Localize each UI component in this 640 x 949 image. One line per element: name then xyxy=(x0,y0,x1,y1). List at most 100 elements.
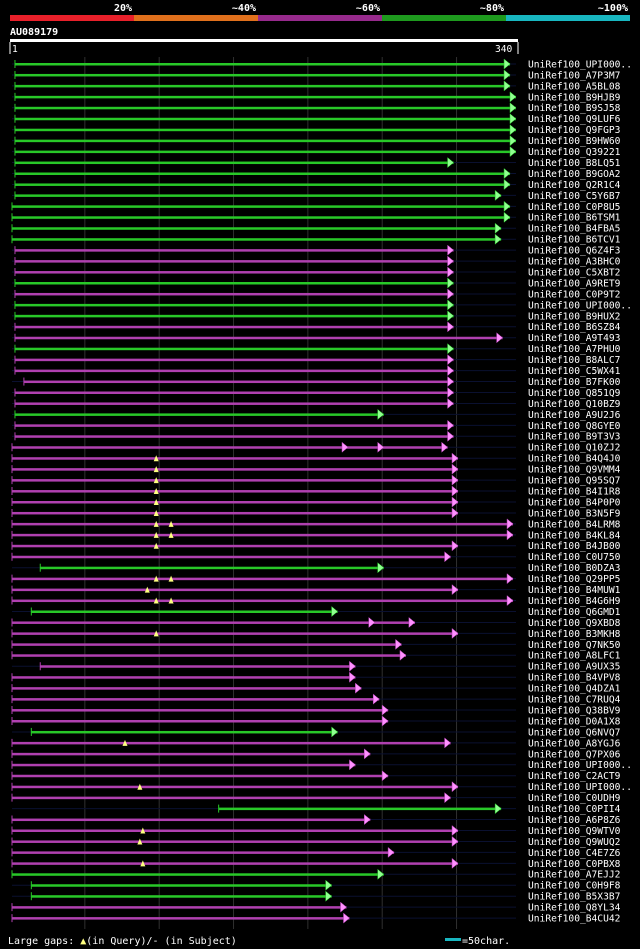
hit-label[interactable]: UniRef100_B6TCV1 xyxy=(528,235,621,246)
hit-bar[interactable] xyxy=(12,643,402,646)
hit-bar[interactable] xyxy=(14,271,454,274)
hit-row[interactable]: UniRef100_Q95SQ7 xyxy=(11,474,621,487)
hit-row[interactable]: UniRef100_D0A1X8 xyxy=(11,715,621,727)
hit-row[interactable]: UniRef100_C0P8U5 xyxy=(11,200,620,213)
hit-bar[interactable] xyxy=(12,741,451,745)
hit-row[interactable]: UniRef100_UPI000.. xyxy=(12,58,632,70)
hit-row[interactable]: UniRef100_C4E7Z6 xyxy=(11,846,621,859)
hit-label[interactable]: UniRef100_A9RET9 xyxy=(528,278,621,289)
hit-bar[interactable] xyxy=(14,303,454,307)
hit-row[interactable]: UniRef100_C5WX41 xyxy=(12,365,621,377)
hit-bar[interactable] xyxy=(14,260,454,263)
hit-bar[interactable] xyxy=(14,73,511,77)
hit-row[interactable]: UniRef100_Q9VMM4 xyxy=(11,463,621,476)
hit-row[interactable]: UniRef100_B4CU42 xyxy=(11,912,620,925)
hit-bar[interactable] xyxy=(12,216,511,219)
hit-bar[interactable] xyxy=(12,796,451,800)
hit-bar[interactable] xyxy=(14,194,502,197)
hit-bar[interactable] xyxy=(12,720,389,723)
hit-label[interactable]: UniRef100_C0PBX8 xyxy=(528,859,621,870)
hit-row[interactable]: UniRef100_UPI000.. xyxy=(11,759,632,771)
hit-bar[interactable] xyxy=(12,205,511,208)
hit-label[interactable]: UniRef100_A8LFC1 xyxy=(528,651,621,662)
hit-bar[interactable] xyxy=(12,468,459,471)
hit-label[interactable]: UniRef100_B4KL84 xyxy=(528,530,621,541)
hit-row[interactable]: UniRef100_B9HW60 xyxy=(12,135,621,147)
hit-bar[interactable] xyxy=(31,730,338,734)
hit-row[interactable]: UniRef100_A8LFC1 xyxy=(11,649,621,662)
hit-label[interactable]: UniRef100_Q8YL34 xyxy=(528,903,621,914)
hit-row[interactable]: UniRef100_B8LQ51 xyxy=(12,157,621,169)
hit-bar[interactable] xyxy=(31,895,332,898)
hit-label[interactable]: UniRef100_A7P3M7 xyxy=(528,70,621,81)
hit-row[interactable]: UniRef100_Q9FGP3 xyxy=(12,124,621,136)
hit-row[interactable]: UniRef100_A9T493 xyxy=(12,332,621,344)
hit-row[interactable]: UniRef100_B3MKH8 xyxy=(11,627,621,640)
hit-bar[interactable] xyxy=(12,709,389,712)
hit-row[interactable]: UniRef100_A9U2J6 xyxy=(12,408,621,421)
hit-label[interactable]: UniRef100_B4LRM8 xyxy=(528,519,621,530)
hit-label[interactable]: UniRef100_B8ALC7 xyxy=(528,355,621,366)
hit-bar[interactable] xyxy=(12,446,448,449)
hit-label[interactable]: UniRef100_B9GOA2 xyxy=(528,169,620,180)
hit-bar[interactable] xyxy=(12,752,371,756)
hit-label[interactable]: UniRef100_Q38BV9 xyxy=(528,705,621,716)
hit-row[interactable]: UniRef100_Q7NK50 xyxy=(11,638,621,651)
hit-label[interactable]: UniRef100_A3BHC0 xyxy=(528,257,621,268)
hit-bar[interactable] xyxy=(12,544,459,548)
hit-bar[interactable] xyxy=(12,621,415,624)
hit-bar[interactable] xyxy=(12,227,502,230)
hit-row[interactable]: UniRef100_B9SJ58 xyxy=(12,102,621,114)
hit-bar[interactable] xyxy=(12,851,395,854)
hit-label[interactable]: UniRef100_Q9VMM4 xyxy=(528,465,621,476)
hit-label[interactable]: UniRef100_B9HW60 xyxy=(528,136,621,147)
hit-bar[interactable] xyxy=(12,479,459,482)
hit-row[interactable]: UniRef100_A8YGJ6 xyxy=(11,737,621,749)
hit-row[interactable]: UniRef100_A9RET9 xyxy=(12,277,621,289)
hit-label[interactable]: UniRef100_B6SZ84 xyxy=(528,322,621,333)
hit-label[interactable]: UniRef100_B4G6H9 xyxy=(528,596,621,607)
hit-label[interactable]: UniRef100_A7EJJ2 xyxy=(528,870,620,881)
hit-row[interactable]: UniRef100_Q8YL34 xyxy=(11,901,621,914)
hit-bar[interactable] xyxy=(12,577,514,581)
hit-label[interactable]: UniRef100_C4E7Z6 xyxy=(528,848,621,859)
hit-label[interactable]: UniRef100_Q6GMD1 xyxy=(528,607,621,618)
hit-row[interactable]: UniRef100_B6SZ84 xyxy=(12,321,621,333)
hit-bar[interactable] xyxy=(14,95,517,99)
hit-bar[interactable] xyxy=(14,63,511,66)
hit-label[interactable]: UniRef100_B4CU42 xyxy=(528,914,620,925)
hit-bar[interactable] xyxy=(14,84,511,88)
hit-bar[interactable] xyxy=(14,325,454,329)
hit-label[interactable]: UniRef100_B4FBA5 xyxy=(528,224,620,235)
hit-bar[interactable] xyxy=(12,599,514,603)
hit-row[interactable]: UniRef100_Q9WUQ2 xyxy=(11,835,620,848)
hit-bar[interactable] xyxy=(14,128,517,132)
hit-label[interactable]: UniRef100_Q4DZA1 xyxy=(528,684,621,695)
hit-row[interactable]: UniRef100_B0DZA3 xyxy=(12,562,621,574)
hit-row[interactable]: UniRef100_Q4DZA1 xyxy=(11,682,621,695)
hit-bar[interactable] xyxy=(14,282,454,285)
hit-bar[interactable] xyxy=(14,369,454,373)
hit-bar[interactable] xyxy=(14,150,517,154)
hit-label[interactable]: UniRef100_A7PHU0 xyxy=(528,344,621,355)
hit-row[interactable]: UniRef100_B3N5F9 xyxy=(11,507,621,519)
hit-label[interactable]: UniRef100_C0PII4 xyxy=(528,804,621,815)
hit-label[interactable]: UniRef100_UPI000.. xyxy=(528,59,632,70)
hit-bar[interactable] xyxy=(12,774,389,778)
hit-label[interactable]: UniRef100_B9T3V3 xyxy=(528,432,621,443)
hit-label[interactable]: UniRef100_B4P0P0 xyxy=(528,497,621,508)
hit-bar[interactable] xyxy=(40,665,356,668)
hit-row[interactable]: UniRef100_A5BL08 xyxy=(12,80,621,92)
hit-row[interactable]: UniRef100_C0UDH9 xyxy=(11,792,621,804)
hit-bar[interactable] xyxy=(12,687,362,690)
hit-row[interactable]: UniRef100_B4Q4J0 xyxy=(11,452,621,465)
hit-label[interactable]: UniRef100_C2ACT9 xyxy=(528,771,621,782)
hit-row[interactable]: UniRef100_A7PHU0 xyxy=(12,343,621,355)
hit-label[interactable]: UniRef100_C0H9F8 xyxy=(528,881,621,892)
hit-row[interactable]: UniRef100_B5X3B7 xyxy=(12,890,621,903)
hit-label[interactable]: UniRef100_Q29PP5 xyxy=(528,574,620,585)
hit-bar[interactable] xyxy=(12,533,514,537)
hit-bar[interactable] xyxy=(14,435,454,438)
hit-bar[interactable] xyxy=(12,490,459,493)
hit-row[interactable]: UniRef100_C7RUQ4 xyxy=(11,693,621,706)
